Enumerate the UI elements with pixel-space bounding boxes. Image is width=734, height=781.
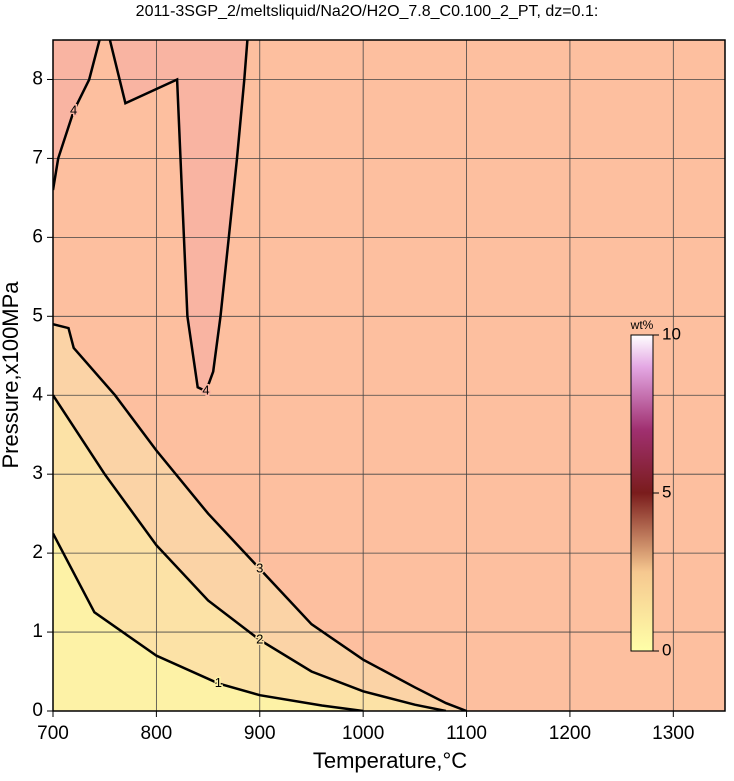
y-tick-label: 4	[32, 384, 43, 405]
y-tick-label: 3	[32, 463, 43, 484]
contour-fill	[109, 40, 248, 392]
x-tick-label: 900	[244, 723, 276, 744]
contour-label: 1	[215, 675, 222, 690]
y-tick-label: 0	[32, 700, 43, 721]
chart-title: 2011-3SGP_2/meltsliquid/Na2O/H2O_7.8_C0.…	[136, 3, 599, 20]
x-tick-label: 1100	[446, 723, 487, 744]
colorbar-tick-label: 5	[662, 482, 671, 501]
contour-label: 3	[256, 560, 263, 575]
colorbar-tick-label: 10	[662, 324, 681, 343]
contour-label: 4	[202, 383, 209, 398]
y-axis-label: Pressure,x100MPa	[0, 281, 23, 469]
contour-fill	[53, 40, 100, 190]
colorbar	[630, 334, 654, 652]
x-tick-label: 700	[37, 723, 69, 744]
colorbar-label: wt%	[630, 318, 654, 332]
y-tick-label: 7	[32, 147, 43, 168]
x-tick-label: 1200	[549, 723, 591, 744]
plot-frame	[52, 39, 726, 712]
colorbar-tick-label: 0	[662, 640, 671, 659]
contours: 3 2 1 4 4	[53, 40, 467, 711]
contour-line	[53, 532, 364, 711]
contour-line	[53, 394, 447, 711]
contour-label: 4	[70, 102, 77, 117]
y-tick-label: 5	[32, 305, 43, 326]
contour-line	[108, 40, 249, 394]
contour-label: 2	[256, 631, 263, 646]
y-tick-label: 6	[32, 226, 43, 247]
y-tick-label: 2	[32, 542, 43, 563]
axes: 700 800 900 1000 1100 1200 1300 0 1 2 3 4 5 6 7 8 0 5 10	[32, 68, 694, 744]
contour-line	[53, 40, 101, 191]
contour-line	[53, 322, 467, 711]
x-tick-label: 800	[141, 723, 173, 744]
y-tick-label: 1	[32, 621, 43, 642]
contour-fill	[53, 533, 364, 711]
y-tick-label: 8	[32, 68, 43, 89]
x-tick-label: 1000	[342, 723, 384, 744]
x-axis-label: Temperature,°C	[313, 748, 467, 773]
x-tick-label: 1300	[652, 723, 694, 744]
